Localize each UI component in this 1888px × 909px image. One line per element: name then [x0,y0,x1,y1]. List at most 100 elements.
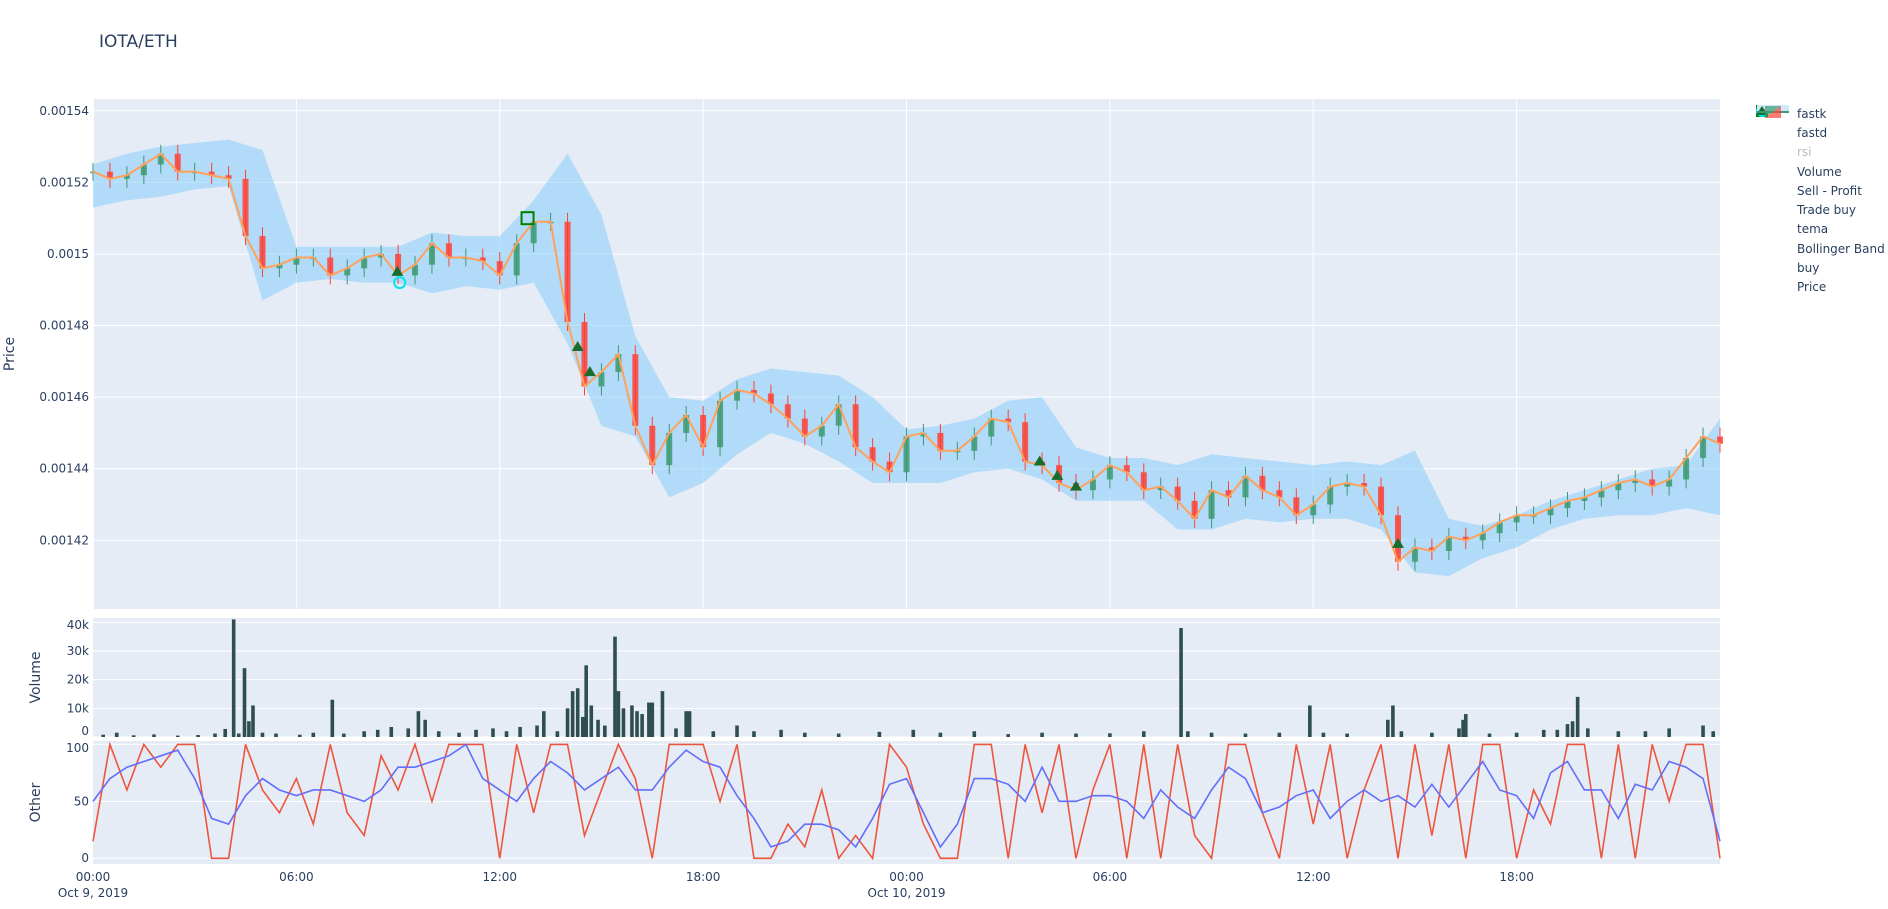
volume-bar [297,734,302,737]
candle [598,363,605,396]
legend-item-buy[interactable]: buy [1755,106,1885,277]
candle-body [1632,479,1639,484]
candle [496,252,503,285]
candle [242,169,249,246]
other-y-tick-label: 50 [74,794,89,808]
candle-body [988,418,995,437]
candle-body [1564,500,1571,509]
candle [564,212,571,331]
band-icon [1755,105,1791,257]
volume-bar [1277,732,1282,737]
x-tick-label: 18:00 [686,870,721,884]
candle-body [700,415,707,448]
candle [1361,474,1368,496]
volume-bar [389,726,394,737]
candle [1140,463,1147,500]
candle [1564,491,1571,518]
candle-body [259,236,266,269]
candle [327,248,334,285]
volume-bar [1391,705,1395,737]
volume-bar [311,732,316,737]
volume-bar [650,702,655,737]
candle-body [140,164,147,176]
volume-bar [330,699,335,737]
legend: fastk fastd rsi Volume Sell - Profit Trade bu… [1755,104,1885,297]
volume-bar [684,711,688,737]
volume-bar [231,619,236,737]
candle [937,423,944,460]
candle-body [208,171,215,176]
tema-line [92,152,1721,564]
candle-body [1649,479,1656,487]
triangle-up-icon [1755,106,1791,276]
open-circle-icon [1755,105,1791,218]
candle [344,259,351,285]
x-tick-label: 00:00 [889,870,924,884]
candle-body [344,268,351,276]
trade-buy-marker [393,276,407,290]
candle [1327,477,1334,514]
candle [1717,427,1723,453]
candle [767,384,774,414]
fastk-line [92,741,1721,861]
candle [479,248,486,271]
candle [1615,474,1622,500]
candle-body [1327,486,1334,505]
legend-item-tema[interactable]: tema [1755,107,1885,239]
candle [208,162,215,185]
legend-item-price[interactable]: Price [1755,106,1885,297]
price-axis-title: Price [2,337,18,371]
candle-body [1005,418,1012,423]
candle-body [852,404,859,448]
x-tick-date-label: Oct 9, 2019 [58,886,128,900]
candle-body [920,432,927,437]
candle [174,144,181,181]
legend-item-trade-buy[interactable]: Trade buy [1755,105,1885,219]
candle-body [1700,436,1707,458]
candle-body [1344,483,1351,487]
candle [801,409,808,446]
candle [750,381,757,403]
candle-body [378,253,385,258]
candle-body [1208,490,1215,519]
volume-bar [687,711,692,737]
line-legend-icon [1755,107,1791,160]
candle-body [886,461,893,473]
legend-item-bollinger-band[interactable]: Bollinger Band [1755,105,1885,258]
price-y-tick-label: 0.00142 [39,533,89,547]
legend-item-fastd[interactable]: fastd [1755,107,1885,142]
candle-body [581,321,588,387]
candle-body [683,415,690,433]
candle-body [1242,475,1249,498]
volume-bar [660,691,665,737]
candle-body [734,389,741,401]
volume-bar [580,716,585,737]
candle-body [869,447,876,462]
candle [276,255,283,278]
volume-bar [555,731,560,737]
volume-bar [101,734,105,737]
candle-body [1581,497,1588,501]
volume-bar [131,735,136,737]
legend-item-rsi[interactable]: rsi [1755,107,1885,162]
volume-bar [1186,731,1190,737]
candle-body [835,404,842,426]
volume-bar [114,732,119,737]
candle [123,166,130,188]
candle [1462,527,1469,550]
volume-y-tick-label: 40k [67,618,89,632]
candle [1276,481,1283,507]
legend-label: buy [1797,261,1820,276]
volume-bar [223,728,227,737]
line-legend-icon [1755,107,1791,237]
candle [361,248,368,278]
volume-bar [416,711,421,737]
buy-marker [391,265,404,276]
candle [445,234,452,267]
buy-marker [583,366,596,377]
legend-item-volume[interactable]: Volume [1755,105,1885,181]
legend-item-sell-profit[interactable]: Sell - Profit [1755,105,1885,200]
volume-bar [1541,729,1546,737]
volume-bar [375,729,380,737]
x-tick-label: 18:00 [1499,870,1534,884]
